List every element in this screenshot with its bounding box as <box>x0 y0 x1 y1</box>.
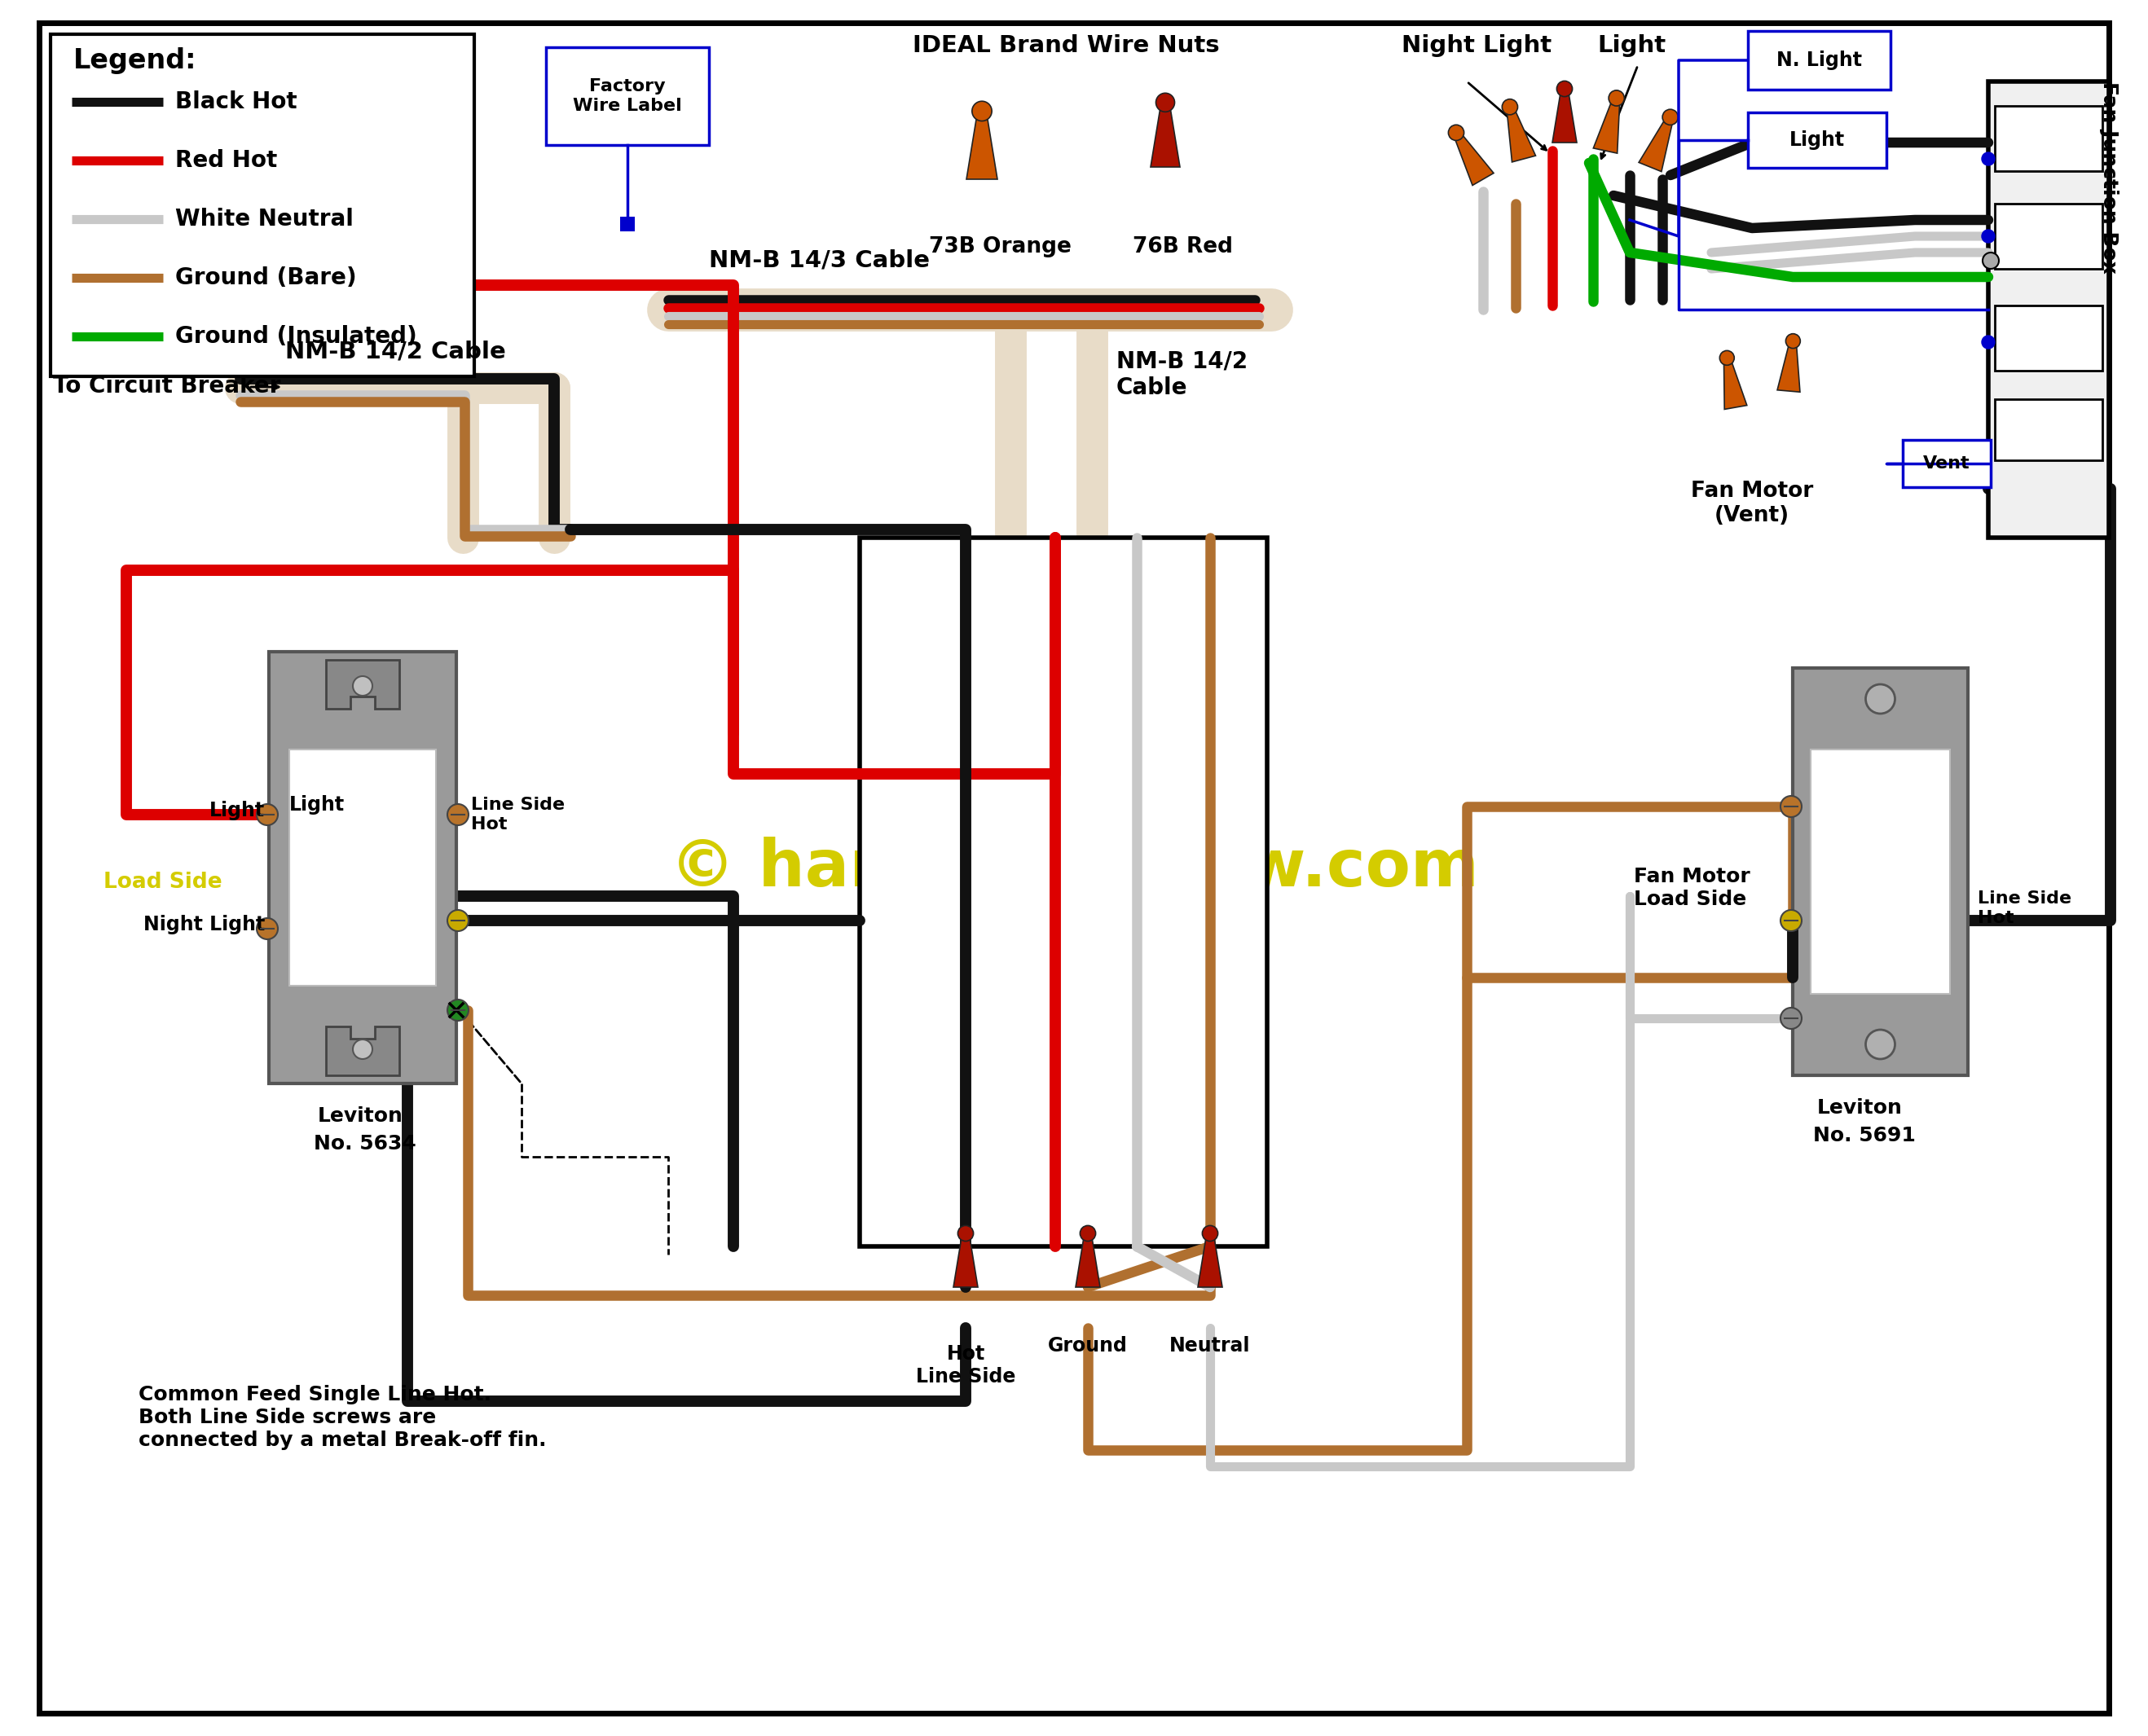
Bar <box>1748 113 1886 168</box>
Text: NM-B 14/3 Cable: NM-B 14/3 Cable <box>709 248 930 271</box>
Circle shape <box>447 910 468 930</box>
Bar <box>859 538 1267 1246</box>
Text: No. 5691: No. 5691 <box>1813 1127 1916 1146</box>
Text: Neutral: Neutral <box>1169 1337 1250 1356</box>
Bar <box>1995 306 2103 372</box>
Text: Light: Light <box>290 795 346 814</box>
Text: © handymanHow.com: © handymanHow.com <box>670 837 1478 901</box>
Polygon shape <box>1594 97 1620 153</box>
Text: To Circuit Breaker: To Circuit Breaker <box>54 375 281 398</box>
Bar <box>268 651 455 1083</box>
Circle shape <box>447 804 468 825</box>
Polygon shape <box>1199 1233 1222 1286</box>
Bar <box>1748 31 1890 90</box>
Bar <box>290 750 436 986</box>
Text: White Neutral: White Neutral <box>176 208 354 231</box>
Text: Night Light: Night Light <box>144 915 264 934</box>
Text: Ground (Insulated): Ground (Insulated) <box>176 325 417 347</box>
Polygon shape <box>1506 106 1536 161</box>
Circle shape <box>1867 684 1895 713</box>
Bar <box>1903 439 1991 488</box>
Text: Hot
Line Side: Hot Line Side <box>915 1344 1016 1387</box>
Text: No. 5634: No. 5634 <box>314 1134 417 1153</box>
Text: Red Hot: Red Hot <box>176 149 277 172</box>
Text: Light: Light <box>1789 130 1845 149</box>
Bar <box>546 47 709 146</box>
Text: Light: Light <box>208 800 264 821</box>
Circle shape <box>1156 94 1175 111</box>
Polygon shape <box>326 660 400 708</box>
Polygon shape <box>954 1233 977 1286</box>
Text: 76B Red: 76B Red <box>1132 236 1233 257</box>
Bar <box>1995 399 2103 460</box>
Circle shape <box>447 1000 468 1021</box>
Text: N. Light: N. Light <box>1776 50 1862 69</box>
Polygon shape <box>1553 89 1577 142</box>
Text: Leviton: Leviton <box>318 1106 404 1127</box>
Circle shape <box>256 804 277 825</box>
Circle shape <box>1983 335 1995 349</box>
Text: IDEAL Brand Wire Nuts: IDEAL Brand Wire Nuts <box>913 35 1220 57</box>
Circle shape <box>1983 229 1995 243</box>
Circle shape <box>1448 125 1465 141</box>
Circle shape <box>256 918 277 939</box>
Circle shape <box>1721 351 1733 365</box>
Circle shape <box>1781 1007 1802 1029</box>
Bar <box>1995 203 2103 269</box>
Text: NM-B 14/2
Cable: NM-B 14/2 Cable <box>1117 351 1248 399</box>
Circle shape <box>1203 1226 1218 1241</box>
Circle shape <box>1785 333 1800 349</box>
Text: Night Light: Night Light <box>1403 35 1551 57</box>
Text: Line Side
Hot: Line Side Hot <box>470 797 565 832</box>
Text: Fan Motor
(Vent): Fan Motor (Vent) <box>1690 481 1813 526</box>
Circle shape <box>1781 910 1802 930</box>
Text: Vent: Vent <box>1922 455 1970 472</box>
Text: Light: Light <box>1598 35 1665 57</box>
Text: NM-B 14/2 Cable: NM-B 14/2 Cable <box>286 340 505 363</box>
Polygon shape <box>967 111 997 179</box>
Circle shape <box>1663 109 1678 125</box>
Text: Factory
Wire Label: Factory Wire Label <box>574 78 681 115</box>
Polygon shape <box>1725 358 1746 410</box>
Circle shape <box>1983 252 2000 269</box>
Circle shape <box>958 1226 973 1241</box>
Circle shape <box>1501 99 1519 115</box>
Text: Ground (Bare): Ground (Bare) <box>176 266 357 290</box>
Circle shape <box>1557 82 1572 97</box>
Polygon shape <box>1151 102 1179 167</box>
Circle shape <box>1983 153 1995 165</box>
Text: Black Hot: Black Hot <box>176 90 296 113</box>
Bar <box>1794 668 1968 1075</box>
Polygon shape <box>326 1026 400 1075</box>
Bar <box>52 35 475 377</box>
Polygon shape <box>1776 340 1800 392</box>
Bar <box>621 217 636 231</box>
Text: Line Side
Hot: Line Side Hot <box>1978 891 2071 925</box>
Text: Fan Junction Box: Fan Junction Box <box>2099 82 2118 274</box>
Circle shape <box>973 101 992 122</box>
Text: Fan Motor
Load Side: Fan Motor Load Side <box>1635 866 1751 910</box>
Circle shape <box>1867 1029 1895 1059</box>
Text: 73B Orange: 73B Orange <box>928 236 1072 257</box>
Circle shape <box>1080 1226 1095 1241</box>
Circle shape <box>1781 795 1802 818</box>
Text: Load Side: Load Side <box>103 871 221 892</box>
Polygon shape <box>1076 1233 1100 1286</box>
Polygon shape <box>1639 116 1673 172</box>
Text: Legend:: Legend: <box>73 47 198 75</box>
Text: Common Feed Single Line Hot.
Both Line Side screws are
connected by a metal Brea: Common Feed Single Line Hot. Both Line S… <box>137 1385 546 1450</box>
Text: Ground: Ground <box>1048 1337 1128 1356</box>
Text: Leviton: Leviton <box>1817 1099 1903 1118</box>
Circle shape <box>1609 90 1624 106</box>
Bar <box>1811 750 1950 995</box>
Bar <box>1995 106 2103 172</box>
Polygon shape <box>1454 130 1493 186</box>
Bar <box>1989 82 2109 538</box>
Circle shape <box>352 1040 372 1059</box>
Circle shape <box>352 675 372 696</box>
